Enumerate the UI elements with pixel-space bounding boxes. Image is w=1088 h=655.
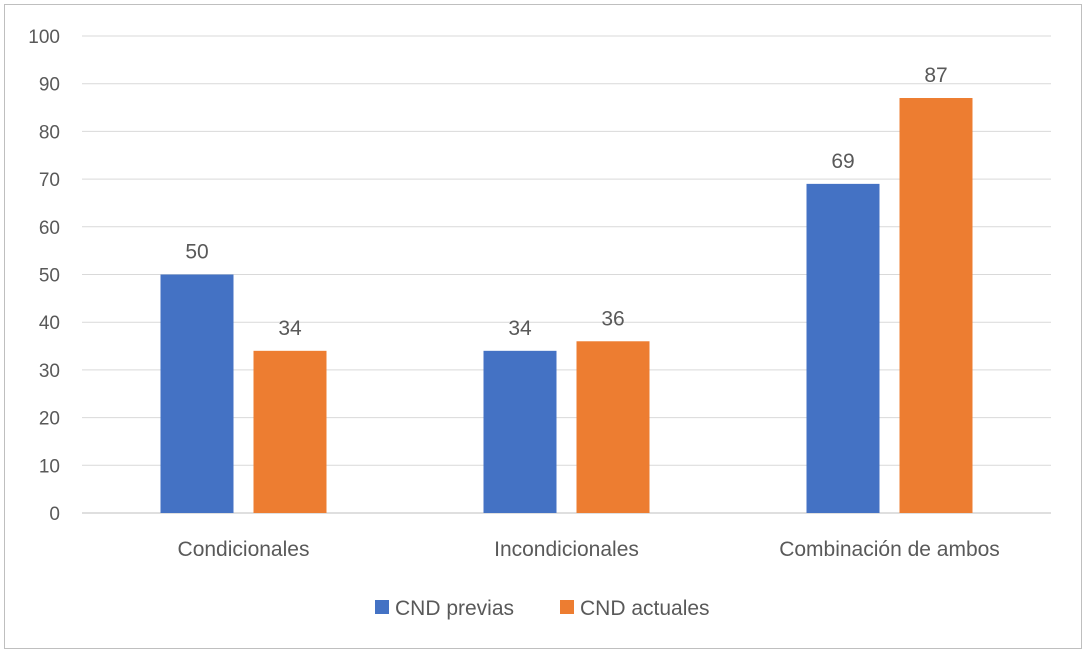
y-tick-label: 90	[39, 75, 60, 96]
legend: CND previas CND actuales	[375, 597, 710, 620]
x-category-label: Incondicionales	[494, 538, 639, 561]
data-label: 36	[601, 307, 624, 330]
data-label: 69	[831, 150, 854, 173]
data-label: 87	[924, 64, 947, 87]
bar-cnd-actuales	[899, 98, 973, 513]
y-tick-label: 50	[39, 266, 60, 287]
legend-label: CND previas	[395, 597, 514, 620]
x-category-label: Condicionales	[178, 538, 310, 561]
y-tick-label: 100	[28, 27, 60, 48]
y-axis-ticks: 0 10 20 30 40 50 60 70 80 90 100	[28, 27, 60, 525]
x-axis-categories: Condicionales Incondicionales Combinación …	[178, 538, 1000, 561]
y-tick-label: 0	[49, 504, 60, 525]
y-tick-label: 30	[39, 361, 60, 382]
data-label: 50	[185, 241, 208, 264]
bar-cnd-actuales	[576, 341, 650, 513]
bar-cnd-actuales	[253, 350, 327, 513]
bars	[160, 98, 973, 513]
y-tick-label: 20	[39, 409, 60, 430]
data-labels: 50 34 34 36 69 87	[185, 64, 947, 340]
bar-cnd-previas	[160, 274, 234, 513]
y-tick-label: 40	[39, 313, 60, 334]
y-tick-label: 70	[39, 170, 60, 191]
legend-label: CND actuales	[580, 597, 710, 620]
bar-cnd-previas	[483, 350, 557, 513]
legend-swatch	[375, 600, 389, 614]
gridlines	[82, 35, 1051, 514]
bar-cnd-previas	[806, 183, 880, 513]
y-tick-label: 10	[39, 456, 60, 477]
data-label: 34	[508, 317, 532, 340]
data-label: 34	[278, 317, 302, 340]
legend-swatch	[560, 600, 574, 614]
y-tick-label: 80	[39, 122, 60, 143]
y-tick-label: 60	[39, 218, 60, 239]
x-category-label: Combinación de ambos	[779, 538, 1000, 561]
